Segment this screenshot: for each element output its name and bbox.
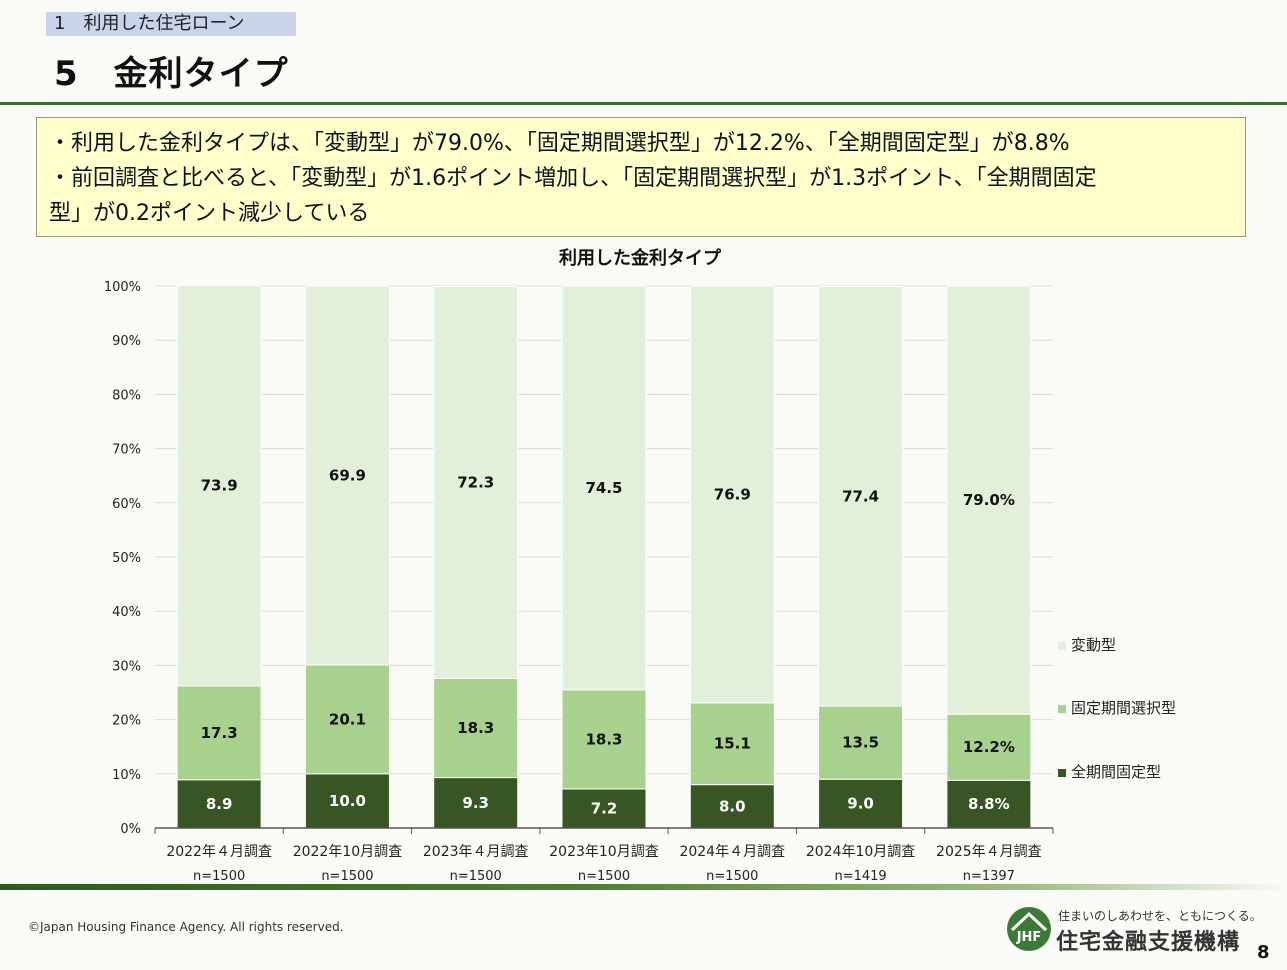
bar-segment — [433, 677, 519, 779]
data-label: 12.2% — [963, 738, 1015, 756]
x-tick-label: 2023年10月調査 — [549, 844, 658, 860]
bar-segment — [818, 286, 904, 707]
data-label: 18.3 — [585, 730, 622, 748]
bar-segment — [561, 285, 647, 691]
jhf-logo-icon: JHF — [1007, 907, 1051, 951]
summary-line-3: 型」が0.2ポイント減少している — [49, 201, 370, 226]
data-label: 13.5 — [842, 734, 879, 752]
sample-size-label: n=1500 — [706, 869, 758, 884]
x-tick-label: 2023年４月調査 — [423, 844, 529, 860]
summary-line-1: ・利用した金利タイプは、「変動型」が79.0%、「固定期間選択型」が12.2%、… — [49, 131, 1070, 156]
x-tick-label: 2022年４月調査 — [166, 844, 272, 860]
y-tick-label: 10% — [112, 768, 141, 783]
bar-segment — [818, 705, 904, 780]
x-tick-label: 2025年４月調査 — [936, 844, 1042, 860]
bar-segment — [689, 285, 775, 704]
bar-segment — [433, 777, 519, 829]
data-label: 17.3 — [201, 724, 238, 742]
bar-segment — [304, 285, 390, 666]
sample-size-label: n=1500 — [450, 869, 502, 884]
breadcrumb: 1 利用した住宅ローン — [46, 12, 296, 36]
chart-title: 利用した金利タイプ — [559, 248, 721, 269]
data-label: 20.1 — [329, 710, 366, 728]
organization-name: 住宅金融支援機構 — [1056, 930, 1241, 955]
legend-label: 変動型 — [1071, 636, 1117, 654]
data-label: 18.3 — [457, 719, 494, 737]
bar-segment — [304, 773, 390, 829]
svg-text:JHF: JHF — [1016, 930, 1042, 945]
y-tick-label: 20% — [112, 714, 141, 729]
summary-line-2: ・前回調査と比べると、「変動型」が1.6ポイント増加し、「固定期間選択型」が1.… — [49, 166, 1097, 191]
bar-segment — [176, 685, 262, 781]
data-label: 77.4 — [842, 487, 879, 505]
legend-swatch — [1058, 768, 1066, 777]
data-label: 76.9 — [714, 485, 751, 503]
summary-box: ・利用した金利タイプは、「変動型」が79.0%、「固定期間選択型」が12.2%、… — [36, 117, 1246, 237]
title-divider — [0, 102, 1287, 105]
data-label: 7.2 — [591, 799, 618, 817]
y-tick-label: 30% — [112, 659, 141, 674]
copyright-text: ©Japan Housing Finance Agency. All right… — [28, 920, 344, 934]
x-tick-label: 2024年４月調査 — [679, 844, 785, 860]
x-tick-label: 2024年10月調査 — [806, 844, 915, 860]
legend-label: 全期間固定型 — [1071, 763, 1162, 781]
bar-segment — [176, 284, 262, 687]
logo-tagline: 住まいのしあわせを、ともにつくる。 — [1058, 909, 1262, 923]
y-tick-label: 60% — [112, 497, 141, 512]
bar-segment — [818, 778, 904, 829]
sample-size-label: n=1419 — [834, 869, 886, 884]
legend-label: 固定期間選択型 — [1071, 699, 1177, 717]
data-label: 10.0 — [329, 792, 366, 810]
stacked-bar-chart: 0% 10% 20% 30% 40% 50% 60% 70% 80% 90% 100% 8.9 17.3… — [104, 280, 1054, 884]
y-tick-label: 0% — [120, 822, 141, 837]
page-title: 5 金利タイプ — [54, 54, 289, 94]
y-tick-label: 70% — [112, 443, 141, 458]
legend-item: 全期間固定型 — [1058, 761, 1161, 782]
data-label: 9.0 — [847, 795, 874, 813]
data-label: 72.3 — [457, 473, 494, 491]
y-tick-label: 100% — [104, 280, 141, 295]
data-label: 8.0 — [719, 797, 746, 815]
bar-segment — [433, 286, 519, 679]
sample-size-label: n=1500 — [321, 869, 373, 884]
x-tick-label: 2022年10月調査 — [293, 844, 402, 860]
sample-size-label: n=1397 — [963, 869, 1015, 884]
legend-item: 変動型 — [1058, 634, 1116, 655]
bar-segment — [946, 713, 1032, 781]
data-label: 8.9 — [206, 795, 233, 813]
bar-segment — [946, 285, 1032, 715]
footer-band — [0, 884, 1287, 890]
data-label: 74.5 — [585, 479, 622, 497]
sample-size-label: n=1500 — [193, 869, 245, 884]
legend-swatch — [1058, 641, 1066, 650]
sample-size-label: n=1500 — [578, 869, 630, 884]
bar-segment — [304, 664, 390, 775]
data-label: 9.3 — [462, 794, 489, 812]
y-tick-label: 90% — [112, 334, 141, 349]
page-number: 8 — [1257, 942, 1270, 963]
data-label: 69.9 — [329, 466, 366, 484]
bar-segment — [561, 689, 647, 790]
y-tick-label: 80% — [112, 388, 141, 403]
data-label: 8.8% — [968, 795, 1010, 813]
legend-swatch — [1058, 704, 1066, 713]
bar-segment — [561, 788, 647, 829]
data-label: 15.1 — [714, 735, 751, 753]
y-tick-label: 40% — [112, 605, 141, 620]
data-label: 79.0% — [963, 491, 1015, 509]
data-label: 73.9 — [201, 477, 238, 495]
legend-item: 固定期間選択型 — [1058, 697, 1176, 718]
y-tick-label: 50% — [112, 551, 141, 566]
bar-segment — [689, 784, 775, 829]
